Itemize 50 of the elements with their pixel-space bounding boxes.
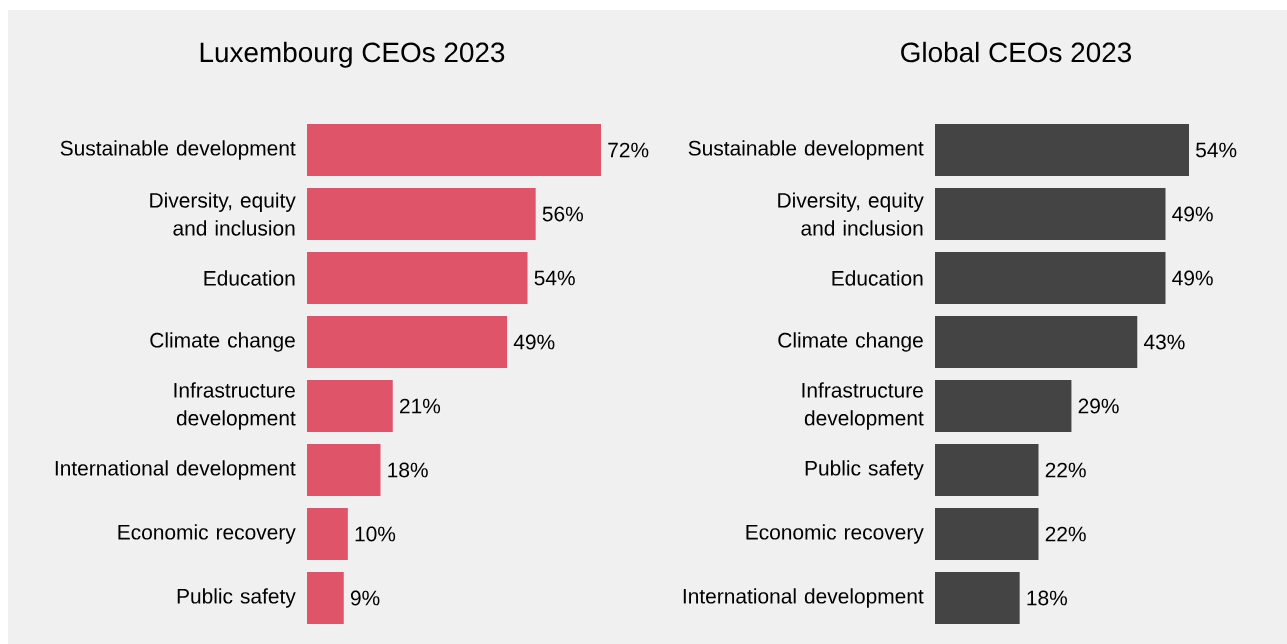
bar (935, 124, 1190, 176)
data-label: 9% (350, 590, 380, 606)
data-label: 10% (355, 526, 396, 542)
y-tick-label: Climate change (150, 332, 295, 352)
bar (935, 572, 1020, 624)
y-tick-label: International development (55, 460, 296, 480)
bar (307, 188, 536, 240)
y-tick-label: Education (204, 270, 295, 286)
y-tick-label: Climate change (778, 332, 923, 352)
y-tick-label: International development (683, 588, 924, 608)
bar (935, 316, 1138, 368)
y-tick-label: Diversity, equity and inclusion (150, 192, 296, 236)
bar (307, 316, 508, 368)
data-label: 22% (1045, 462, 1086, 478)
data-label: 21% (400, 398, 441, 414)
y-tick-label: Economic recovery (118, 524, 296, 544)
data-label: 49% (513, 334, 555, 350)
data-label: 18% (388, 462, 428, 478)
data-label: 72% (608, 142, 649, 158)
data-label: 49% (1172, 206, 1213, 222)
y-tick-label: Economic recovery (746, 524, 924, 544)
y-tick-label: Infrastructure development (802, 382, 924, 430)
y-tick-label: Infrastructure development (174, 382, 296, 430)
y-tick-label: Diversity, equity and inclusion (778, 192, 924, 236)
y-tick-label: Public safety (177, 588, 296, 608)
bar (935, 188, 1166, 240)
bar (935, 444, 1039, 496)
y-tick-label: Sustainable development (60, 140, 296, 160)
data-label: 56% (542, 206, 583, 222)
bar (935, 508, 1039, 560)
data-label: 18% (1027, 590, 1067, 606)
y-tick-label: Sustainable development (688, 140, 924, 160)
y-tick-label: Education (832, 270, 923, 286)
bar (307, 572, 344, 624)
chart-title: Global CEOs 2023 (901, 41, 1132, 63)
chart-title: Luxembourg CEOs 2023 (200, 41, 505, 68)
bar (307, 508, 348, 560)
bar (935, 252, 1166, 305)
bar (307, 444, 381, 496)
bar (307, 252, 528, 305)
data-label: 22% (1045, 526, 1086, 542)
y-tick-label: Public safety (805, 460, 924, 480)
bar (307, 124, 602, 176)
data-label: 29% (1078, 398, 1119, 414)
data-label: 54% (534, 270, 575, 286)
bar (935, 380, 1072, 432)
data-label: 43% (1143, 334, 1185, 350)
data-label: 49% (1172, 270, 1213, 286)
bar (307, 380, 393, 432)
data-label: 54% (1196, 142, 1237, 158)
